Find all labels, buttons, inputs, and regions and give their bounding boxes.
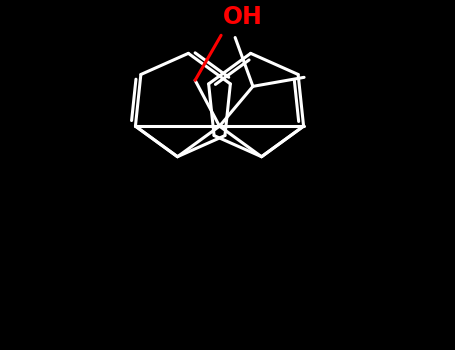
Text: OH: OH: [222, 5, 263, 29]
